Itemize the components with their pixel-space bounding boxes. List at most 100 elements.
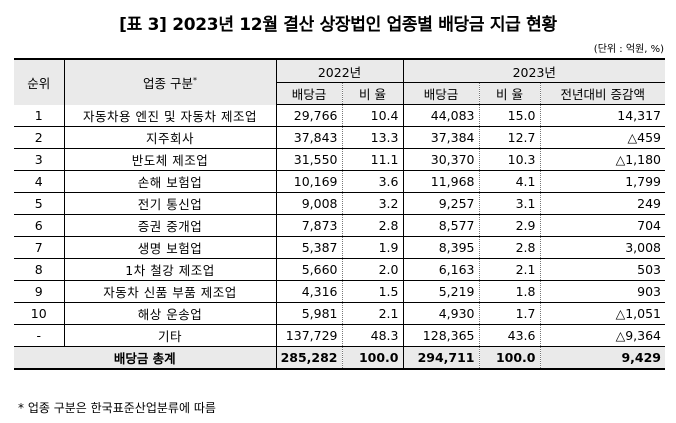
dividend-2023-cell: 11,968 — [402, 170, 479, 193]
table-row: 2 지주회사 37,843 13.3 37,384 12.7 △459 — [14, 126, 666, 149]
change-cell: 704 — [539, 214, 666, 237]
ratio-2022-cell: 2.1 — [341, 302, 403, 325]
industry-cell: 반도체 제조업 — [63, 148, 276, 171]
table-row: 4 손해 보험업 10,169 3.6 11,968 4.1 1,799 — [14, 170, 666, 193]
ratio-2023-cell: 3.1 — [478, 192, 540, 215]
ratio-2023-cell: 2.1 — [478, 258, 540, 281]
unit-label: (단위 : 억원, %) — [593, 44, 664, 55]
rank-cell: 10 — [14, 302, 64, 325]
table-row: 8 1차 철강 제조업 5,660 2.0 6,163 2.1 503 — [14, 258, 666, 281]
change-cell: 903 — [539, 280, 666, 303]
header-dividend-2023: 배당금 — [402, 82, 479, 105]
ratio-2023-cell: 2.9 — [478, 214, 540, 237]
header-industry: 업종 구분* — [63, 59, 276, 105]
table-row: 3 반도체 제조업 31,550 11.1 30,370 10.3 △1,180 — [14, 148, 666, 171]
dividend-2023-cell: 30,370 — [402, 148, 479, 171]
header-industry-mark: * — [192, 75, 197, 85]
ratio-2023-cell: 10.3 — [478, 148, 540, 171]
change-cell: △9,364 — [539, 324, 666, 347]
ratio-2022-cell: 10.4 — [341, 104, 403, 127]
dividend-2023-cell: 8,395 — [402, 236, 479, 259]
change-cell: 249 — [539, 192, 666, 215]
rank-cell: 5 — [14, 192, 64, 215]
dividend-2022-cell: 9,008 — [275, 192, 342, 215]
rank-cell: 9 — [14, 280, 64, 303]
table-row: 5 전기 통신업 9,008 3.2 9,257 3.1 249 — [14, 192, 666, 215]
table-row: - 기타 137,729 48.3 128,365 43.6 △9,364 — [14, 324, 666, 347]
table-title: [표 3] 2023년 12월 결산 상장법인 업종별 배당금 지급 현황 — [119, 15, 557, 35]
ratio-2023-cell: 4.1 — [478, 170, 540, 193]
dividend-2022-cell: 5,660 — [275, 258, 342, 281]
industry-cell: 기타 — [63, 324, 276, 347]
header-ratio-2023: 비 율 — [478, 82, 540, 105]
ratio-2022-cell: 3.2 — [341, 192, 403, 215]
ratio-2022-cell: 48.3 — [341, 324, 403, 347]
table-row: 6 증권 중개업 7,873 2.8 8,577 2.9 704 — [14, 214, 666, 237]
header-year-2023: 2023년 — [402, 59, 666, 83]
dividend-2023-cell: 5,219 — [402, 280, 479, 303]
rank-cell: 1 — [14, 104, 64, 127]
dividend-2022-cell: 37,843 — [275, 126, 342, 149]
table-row: 9 자동차 신품 부품 제조업 4,316 1.5 5,219 1.8 903 — [14, 280, 666, 303]
rank-cell: 7 — [14, 236, 64, 259]
table-row: 10 해상 운송업 5,981 2.1 4,930 1.7 △1,051 — [14, 302, 666, 325]
dividend-2023-cell: 4,930 — [402, 302, 479, 325]
dividend-2022-cell: 4,316 — [275, 280, 342, 303]
dividend-2023-cell: 37,384 — [402, 126, 479, 149]
dividend-2022-cell: 7,873 — [275, 214, 342, 237]
change-cell: 503 — [539, 258, 666, 281]
dividend-2022-cell: 10,169 — [275, 170, 342, 193]
dividend-2023-cell: 8,577 — [402, 214, 479, 237]
change-cell: 14,317 — [539, 104, 666, 127]
dividend-2023-cell: 128,365 — [402, 324, 479, 347]
industry-cell: 자동차 신품 부품 제조업 — [63, 280, 276, 303]
ratio-2023-cell: 2.8 — [478, 236, 540, 259]
rank-cell: 8 — [14, 258, 64, 281]
table-row: 7 생명 보험업 5,387 1.9 8,395 2.8 3,008 — [14, 236, 666, 259]
dividend-2023-cell: 6,163 — [402, 258, 479, 281]
dividend-2023-cell: 9,257 — [402, 192, 479, 215]
rank-cell: 3 — [14, 148, 64, 171]
industry-cell: 해상 운송업 — [63, 302, 276, 325]
change-cell: △459 — [539, 126, 666, 149]
total-dividend-2023: 294,711 — [402, 346, 479, 370]
dividend-2022-cell: 137,729 — [275, 324, 342, 347]
ratio-2022-cell: 1.5 — [341, 280, 403, 303]
industry-cell: 1차 철강 제조업 — [63, 258, 276, 281]
ratio-2022-cell: 2.0 — [341, 258, 403, 281]
change-cell: 3,008 — [539, 236, 666, 259]
total-ratio-2022: 100.0 — [341, 346, 403, 370]
rank-cell: 6 — [14, 214, 64, 237]
industry-cell: 손해 보험업 — [63, 170, 276, 193]
industry-cell: 자동차용 엔진 및 자동차 제조업 — [63, 104, 276, 127]
dividend-2022-cell: 5,387 — [275, 236, 342, 259]
ratio-2022-cell: 1.9 — [341, 236, 403, 259]
total-row: 배당금 총계 285,282 100.0 294,711 100.0 9,429 — [14, 346, 666, 370]
dividend-2022-cell: 29,766 — [275, 104, 342, 127]
ratio-2022-cell: 3.6 — [341, 170, 403, 193]
ratio-2023-cell: 1.8 — [478, 280, 540, 303]
dividend-2023-cell: 44,083 — [402, 104, 479, 127]
ratio-2022-cell: 2.8 — [341, 214, 403, 237]
ratio-2023-cell: 15.0 — [478, 104, 540, 127]
dividend-2022-cell: 31,550 — [275, 148, 342, 171]
change-cell: △1,051 — [539, 302, 666, 325]
change-cell: △1,180 — [539, 148, 666, 171]
header-change: 전년대비 증감액 — [539, 82, 666, 105]
dividend-table: 순위 업종 구분* 2022년 2023년 배당금 비 율 배당금 비 율 전년… — [14, 58, 666, 370]
total-ratio-2023: 100.0 — [478, 346, 540, 370]
total-dividend-2022: 285,282 — [275, 346, 342, 370]
rank-cell: 4 — [14, 170, 64, 193]
rank-cell: - — [14, 324, 64, 347]
industry-cell: 생명 보험업 — [63, 236, 276, 259]
header-industry-label: 업종 구분 — [143, 75, 193, 91]
table-body: 1 자동차용 엔진 및 자동차 제조업 29,766 10.4 44,083 15.0 14… — [14, 104, 666, 370]
footnote: * 업종 구분은 한국표준산업분류에 따름 — [18, 401, 216, 415]
ratio-2023-cell: 43.6 — [478, 324, 540, 347]
header-dividend-2022: 배당금 — [275, 82, 342, 105]
total-label: 배당금 총계 — [14, 346, 276, 370]
industry-cell: 증권 중개업 — [63, 214, 276, 237]
header-ratio-2022: 비 율 — [341, 82, 403, 105]
rank-cell: 2 — [14, 126, 64, 149]
total-change: 9,429 — [539, 346, 666, 370]
